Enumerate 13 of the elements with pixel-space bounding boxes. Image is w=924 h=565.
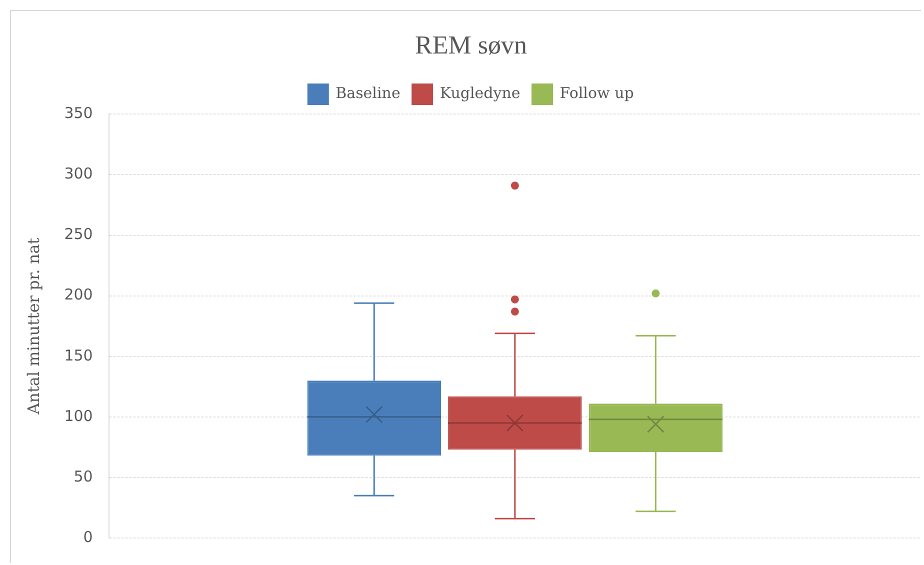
legend-label: Baseline [336, 84, 400, 102]
y-tick-label: 350 [64, 104, 93, 122]
y-tick-label: 200 [64, 286, 93, 304]
y-tick-label: 300 [64, 164, 93, 183]
y-tick-label: 0 [83, 528, 93, 546]
legend-label: Kugledyne [440, 84, 520, 102]
legend-label: Follow up [560, 84, 634, 102]
y-axis-title: Antal minutter pr. nat [24, 237, 43, 416]
y-tick-label: 100 [64, 406, 93, 425]
chart-title: REM søvn [415, 30, 527, 60]
y-tick-label: 150 [64, 346, 93, 364]
y-tick-label: 50 [74, 467, 93, 486]
y-tick-label: 250 [64, 225, 93, 244]
